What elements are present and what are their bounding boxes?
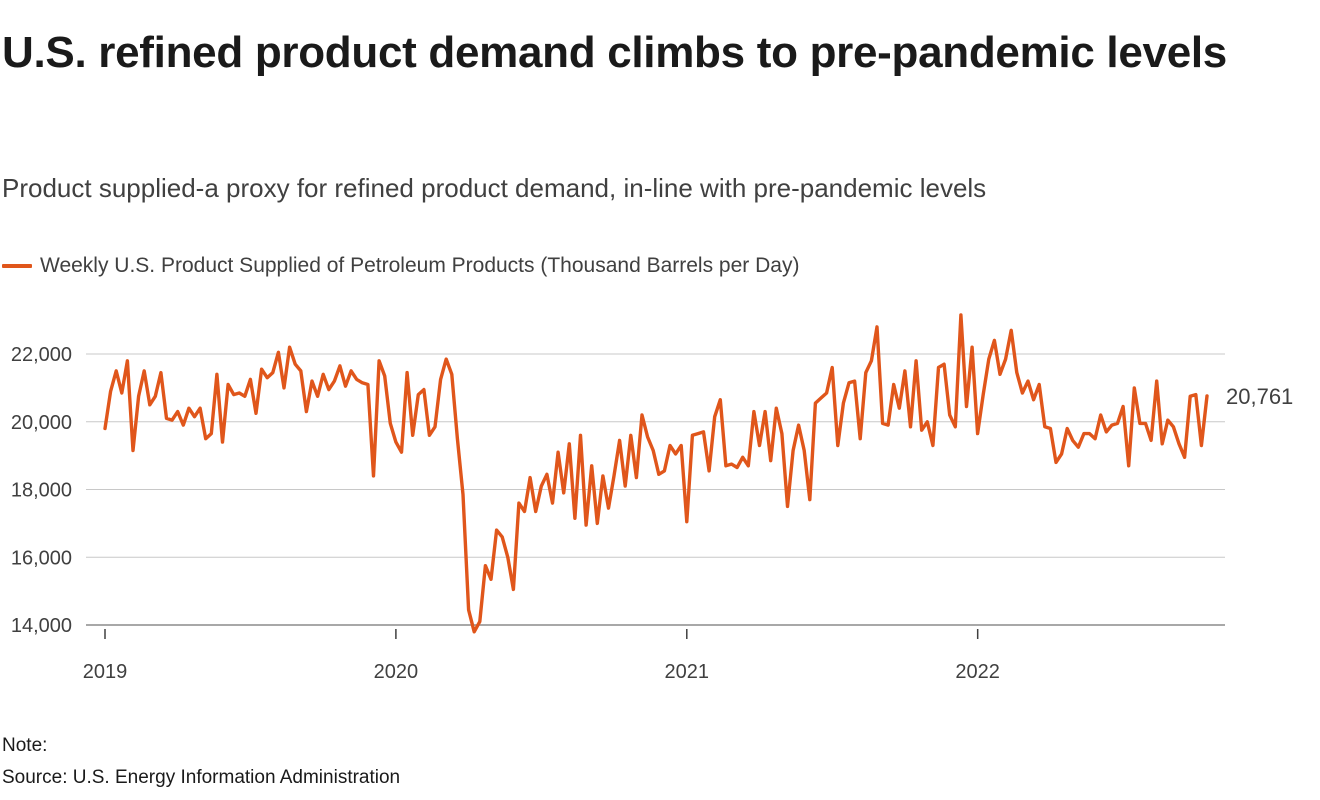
legend: Weekly U.S. Product Supplied of Petroleu… (2, 254, 799, 278)
y-tick-label: 18,000 (11, 480, 72, 502)
series-line (103, 313, 1209, 634)
axis-layer (104, 629, 979, 639)
y-tick-label: 20,000 (11, 412, 72, 434)
source: Source: U.S. Energy Information Administ… (2, 767, 401, 788)
x-tick-label: 2019 (83, 661, 128, 683)
y-tick-label: 22,000 (11, 344, 72, 366)
y-tick-label: 14,000 (11, 615, 72, 637)
chart-subtitle: Product supplied-a proxy for refined pro… (2, 173, 987, 203)
x-tick-label: 2022 (955, 661, 1000, 683)
grid-layer (86, 353, 1225, 626)
line-chart: 14,000 16,000 18,000 20,000 22,000 2019 2020 20… (11, 313, 1293, 683)
note: Note: (2, 735, 48, 756)
y-tick-label: 16,000 (11, 547, 72, 569)
chart-title: U.S. refined product demand climbs to pr… (2, 28, 1227, 77)
series-layer (103, 313, 1209, 634)
legend-label: Weekly U.S. Product Supplied of Petroleu… (40, 254, 800, 277)
label-layer: 14,000 16,000 18,000 20,000 22,000 2019 2020 20… (11, 344, 1293, 683)
x-tick-label: 2021 (665, 661, 710, 683)
x-tick-label: 2020 (374, 661, 419, 683)
end-value-label: 20,761 (1226, 384, 1293, 409)
legend-swatch (2, 264, 32, 268)
